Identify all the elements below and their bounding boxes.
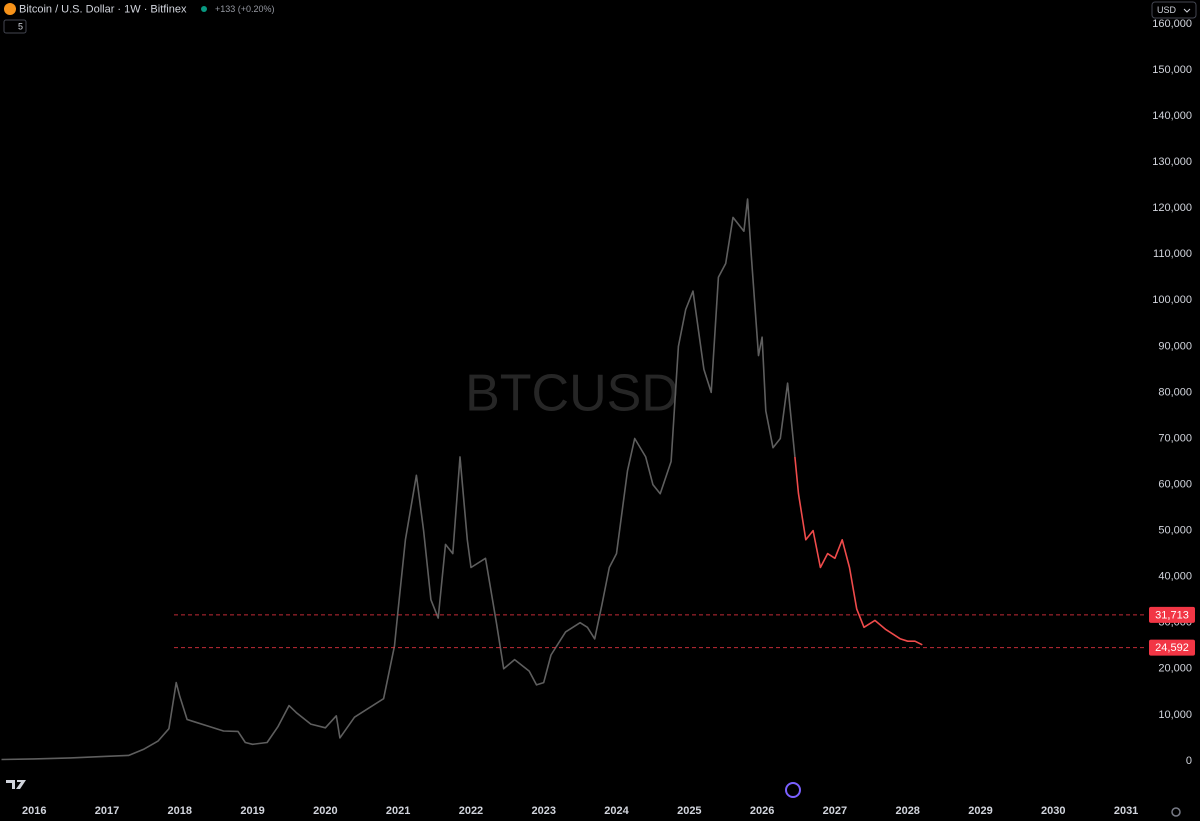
- y-tick-label: 150,000: [1152, 64, 1192, 76]
- symbol-title: Bitcoin / U.S. Dollar · 1W · Bitfinex: [19, 3, 187, 15]
- assistant-icon[interactable]: [785, 782, 801, 798]
- price-level-badge: [1149, 606, 1195, 623]
- y-tick-label: 40,000: [1158, 571, 1192, 583]
- x-tick-label: 2031: [1114, 805, 1138, 817]
- x-tick-label: 2030: [1041, 805, 1065, 817]
- y-tick-label: 140,000: [1152, 110, 1192, 122]
- indicator-count: 5: [18, 21, 23, 31]
- y-tick-label: 160,000: [1152, 18, 1192, 30]
- price-line: [794, 456, 923, 646]
- currency-chevron: [1183, 8, 1191, 13]
- y-tick-label: 20,000: [1158, 663, 1192, 675]
- logo: [6, 780, 26, 789]
- y-tick-label: 90,000: [1158, 340, 1192, 352]
- x-tick-label: 2027: [823, 805, 847, 817]
- price-level-badge: [1149, 639, 1195, 656]
- price-line: [1, 198, 796, 761]
- indicator-toggle[interactable]: [3, 19, 27, 34]
- y-tick-label: 70,000: [1158, 432, 1192, 444]
- y-tick-label: 110,000: [1153, 248, 1192, 260]
- x-tick-label: 2028: [895, 805, 919, 817]
- watermark: BTCUSD: [465, 365, 679, 423]
- x-tick-label: 2019: [240, 805, 264, 817]
- x-tick-label: 2023: [532, 805, 556, 817]
- symbol-icon: [4, 3, 16, 15]
- y-tick-label: 50,000: [1158, 525, 1192, 537]
- x-tick-label: 2029: [968, 805, 992, 817]
- x-tick-label: 2017: [95, 805, 119, 817]
- price-level-label: 24,592: [1155, 642, 1189, 654]
- y-tick-label: 0: [1186, 755, 1192, 767]
- x-tick-label: 2020: [313, 805, 337, 817]
- y-tick-label: 100,000: [1152, 294, 1192, 306]
- x-tick-label: 2022: [459, 805, 483, 817]
- status-dot: [201, 6, 207, 12]
- plot-area: [1, 198, 1145, 761]
- y-tick-label: 60,000: [1158, 478, 1192, 490]
- x-tick-label: 2026: [750, 805, 774, 817]
- y-tick-label: 80,000: [1158, 386, 1192, 398]
- currency-button[interactable]: [1151, 1, 1197, 19]
- x-tick-label: 2021: [386, 805, 410, 817]
- price-change: +133 (+0.20%): [215, 4, 275, 14]
- x-tick-label: 2025: [677, 805, 701, 817]
- x-tick-label: 2016: [22, 805, 46, 817]
- x-tick-label: 2024: [604, 805, 629, 817]
- price-level-label: 31,713: [1155, 609, 1189, 621]
- x-tick-label: 2018: [168, 805, 192, 817]
- currency-label: USD: [1157, 5, 1177, 15]
- y-tick-label: 130,000: [1152, 156, 1192, 168]
- settings-icon[interactable]: [1171, 807, 1181, 817]
- y-tick-label: 10,000: [1158, 709, 1192, 721]
- y-tick-label: 120,000: [1152, 202, 1192, 214]
